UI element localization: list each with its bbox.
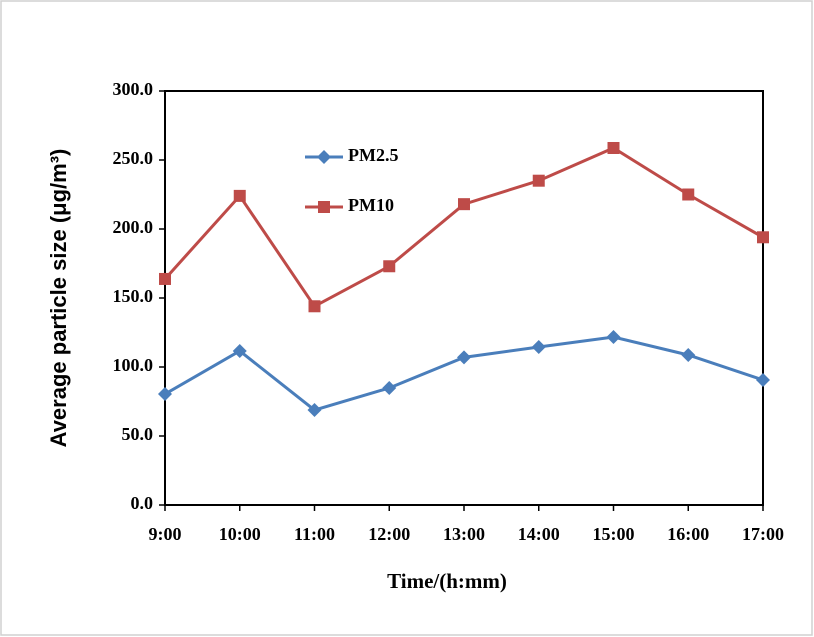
point xyxy=(383,260,396,273)
point xyxy=(318,201,330,213)
x-tick-label: 12:00 xyxy=(368,524,410,544)
x-tick-label: 17:00 xyxy=(742,524,784,544)
point xyxy=(457,350,471,365)
y-tick-label: 100.0 xyxy=(113,355,154,375)
point xyxy=(382,380,397,395)
y-tick-label: 250.0 xyxy=(113,148,154,168)
point xyxy=(606,330,621,345)
point xyxy=(682,188,695,201)
x-tick-label: 10:00 xyxy=(219,524,261,544)
x-tick-label: 16:00 xyxy=(667,524,709,544)
x-axis-label: Time/(h:mm) xyxy=(387,569,507,593)
x-tick-label: 13:00 xyxy=(443,524,485,544)
point xyxy=(681,347,696,362)
point xyxy=(158,387,172,402)
point xyxy=(756,372,770,387)
point xyxy=(607,141,620,154)
y-tick-label: 300.0 xyxy=(113,79,154,99)
legend-label: PM2.5 xyxy=(348,145,398,165)
y-tick-label: 200.0 xyxy=(113,217,154,237)
y-axis-label: Average particle size (μg/m³) xyxy=(46,149,71,448)
point xyxy=(531,339,546,354)
x-tick-label: 11:00 xyxy=(294,524,335,544)
y-tick-label: 0.0 xyxy=(131,493,154,513)
y-tick-label: 150.0 xyxy=(113,286,154,306)
x-tick-label: 9:00 xyxy=(149,524,182,544)
point xyxy=(232,343,247,358)
point xyxy=(307,403,322,418)
point xyxy=(532,174,545,187)
point xyxy=(317,150,331,164)
point xyxy=(308,300,321,313)
point xyxy=(159,272,171,285)
x-tick-label: 15:00 xyxy=(593,524,635,544)
x-tick-label: 14:00 xyxy=(518,524,560,544)
point xyxy=(458,198,470,211)
point xyxy=(757,231,769,244)
point xyxy=(233,189,246,202)
y-tick-label: 50.0 xyxy=(122,424,154,444)
legend-label: PM10 xyxy=(348,195,394,215)
